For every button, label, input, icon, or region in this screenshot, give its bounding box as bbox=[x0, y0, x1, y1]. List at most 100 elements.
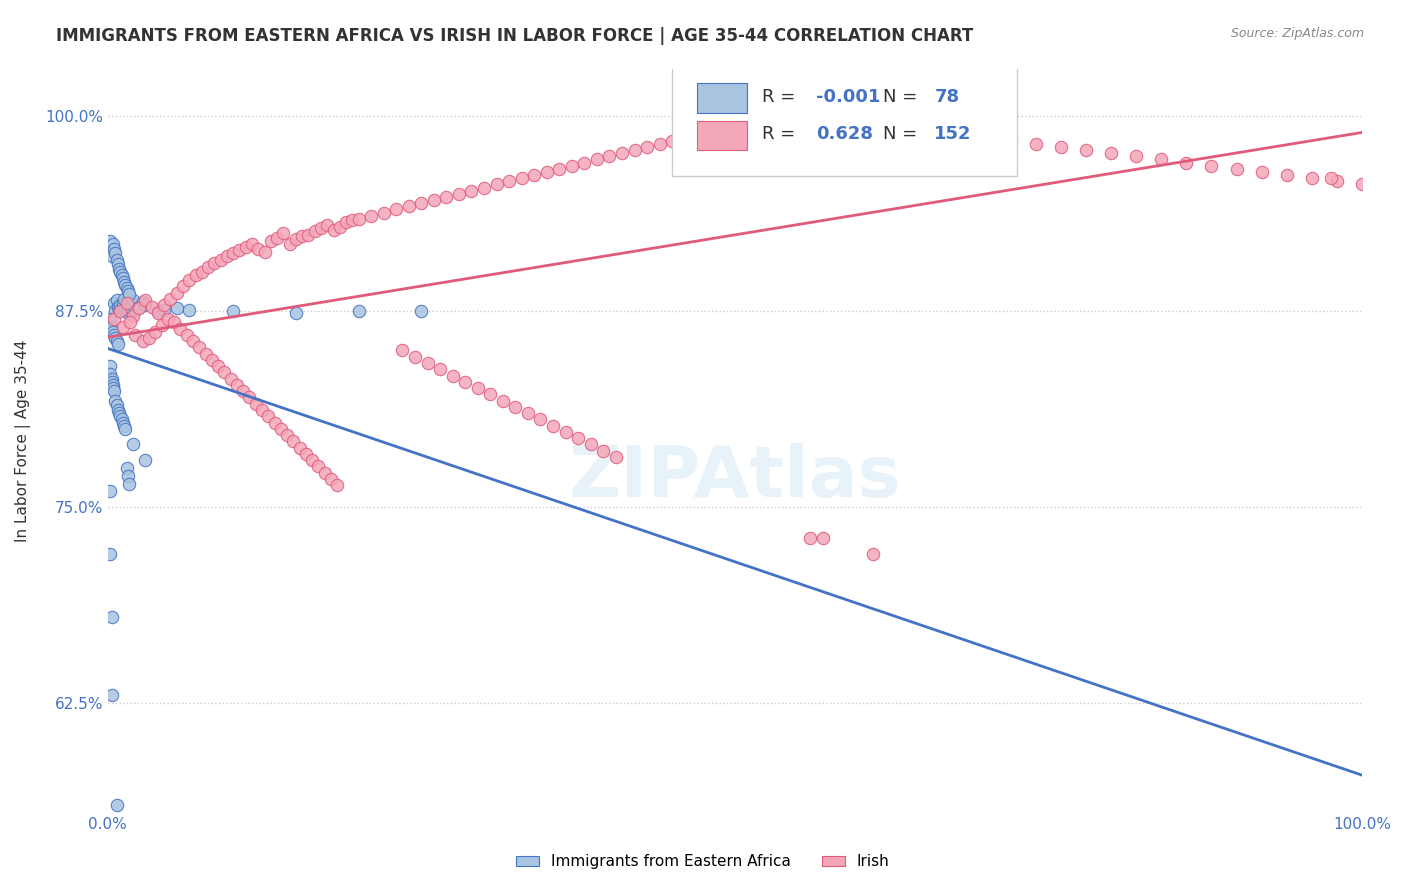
Point bbox=[98, 312, 121, 326]
Point bbox=[105, 797, 128, 812]
Bar bbox=[697, 120, 748, 151]
Point bbox=[434, 190, 457, 204]
Legend: Immigrants from Eastern Africa, Irish: Immigrants from Eastern Africa, Irish bbox=[510, 848, 896, 875]
Point bbox=[467, 381, 489, 395]
Point bbox=[811, 532, 834, 546]
Point bbox=[117, 468, 139, 483]
Point bbox=[219, 372, 242, 386]
Point bbox=[673, 130, 696, 145]
Point bbox=[749, 115, 772, 129]
Point bbox=[574, 155, 596, 169]
Point bbox=[245, 397, 267, 411]
Point bbox=[98, 484, 121, 499]
Point bbox=[423, 193, 446, 207]
Point bbox=[107, 337, 129, 351]
Point bbox=[247, 242, 270, 256]
Point bbox=[101, 236, 124, 251]
Point bbox=[114, 302, 136, 317]
Point bbox=[308, 459, 330, 474]
Point bbox=[314, 466, 336, 480]
Point bbox=[105, 398, 128, 412]
Point bbox=[773, 112, 796, 126]
Point bbox=[724, 118, 747, 132]
Point bbox=[454, 375, 477, 389]
Point bbox=[260, 234, 283, 248]
Point bbox=[111, 416, 134, 430]
Point bbox=[111, 320, 134, 334]
Point bbox=[291, 229, 314, 244]
Point bbox=[799, 532, 821, 546]
Point bbox=[605, 450, 627, 464]
Point bbox=[447, 186, 470, 201]
Point bbox=[429, 362, 451, 376]
Point bbox=[132, 294, 155, 309]
Point bbox=[134, 298, 156, 312]
Point bbox=[238, 391, 260, 405]
Point bbox=[105, 293, 128, 308]
Text: R =: R = bbox=[762, 87, 801, 106]
Point bbox=[105, 334, 128, 348]
Point bbox=[98, 359, 121, 373]
Point bbox=[103, 312, 125, 326]
Point bbox=[283, 434, 305, 449]
Point bbox=[114, 422, 136, 436]
Point bbox=[202, 256, 225, 270]
Point bbox=[115, 461, 138, 475]
Point bbox=[110, 265, 132, 279]
Point bbox=[297, 227, 319, 242]
Point bbox=[699, 124, 721, 138]
Point bbox=[104, 331, 127, 345]
Point bbox=[498, 174, 520, 188]
Point bbox=[146, 304, 169, 318]
Point bbox=[799, 108, 821, 122]
Text: ZIPAtlas: ZIPAtlas bbox=[568, 443, 901, 512]
Point bbox=[118, 302, 141, 317]
Point bbox=[110, 298, 132, 312]
Point bbox=[110, 409, 132, 424]
Point bbox=[360, 209, 382, 223]
Point bbox=[226, 378, 249, 392]
Point bbox=[108, 262, 131, 277]
Point bbox=[98, 367, 121, 381]
Point bbox=[1201, 159, 1223, 173]
Point bbox=[146, 306, 169, 320]
Point bbox=[1125, 149, 1147, 163]
Point bbox=[104, 246, 127, 260]
Point bbox=[548, 161, 571, 176]
Point bbox=[441, 368, 464, 383]
Point bbox=[347, 304, 370, 318]
Point bbox=[110, 301, 132, 315]
Point bbox=[115, 296, 138, 310]
Text: -0.001: -0.001 bbox=[817, 87, 880, 106]
Point bbox=[104, 393, 127, 408]
Point bbox=[107, 403, 129, 417]
Point bbox=[288, 441, 311, 455]
Point bbox=[648, 136, 671, 151]
Point bbox=[1050, 140, 1073, 154]
Point bbox=[100, 320, 122, 334]
Point bbox=[398, 199, 420, 213]
Point bbox=[209, 252, 232, 267]
Text: IMMIGRANTS FROM EASTERN AFRICA VS IRISH IN LABOR FORCE | AGE 35-44 CORRELATION C: IMMIGRANTS FROM EASTERN AFRICA VS IRISH … bbox=[56, 27, 973, 45]
Point bbox=[434, 829, 457, 843]
Point bbox=[250, 403, 273, 417]
Point bbox=[1225, 161, 1247, 176]
Point bbox=[924, 124, 946, 138]
Point bbox=[598, 149, 620, 163]
Point bbox=[1301, 171, 1323, 186]
Point bbox=[169, 321, 191, 335]
Point bbox=[132, 334, 155, 348]
Point bbox=[141, 300, 163, 314]
Point bbox=[110, 304, 132, 318]
Point bbox=[145, 325, 167, 339]
Point bbox=[567, 431, 589, 445]
Point bbox=[1351, 178, 1374, 192]
Point bbox=[309, 221, 332, 235]
FancyBboxPatch shape bbox=[672, 65, 1017, 177]
Point bbox=[176, 327, 198, 342]
Point bbox=[536, 165, 558, 179]
Point bbox=[153, 298, 176, 312]
Point bbox=[257, 409, 280, 424]
Point bbox=[1150, 153, 1173, 167]
Point bbox=[228, 244, 250, 258]
